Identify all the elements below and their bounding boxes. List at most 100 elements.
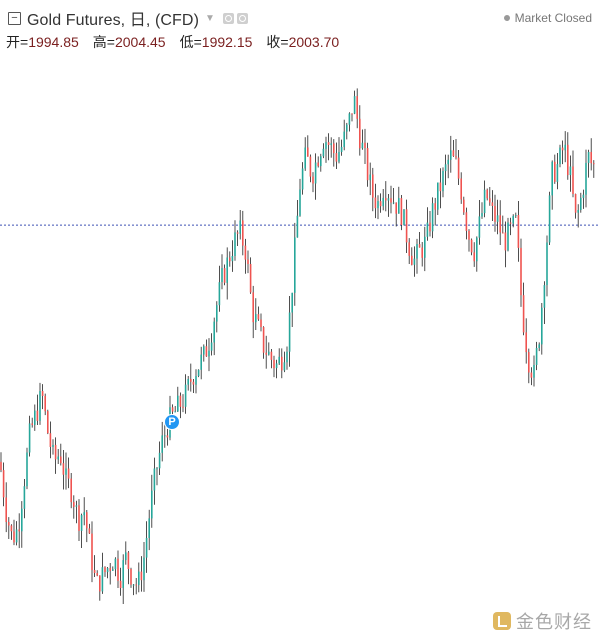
candle xyxy=(192,379,195,393)
candle xyxy=(494,194,496,232)
eye-icon[interactable] xyxy=(222,12,234,24)
candle xyxy=(91,521,93,583)
candle xyxy=(88,523,91,534)
candle xyxy=(509,217,512,236)
candle xyxy=(483,180,486,218)
p-marker-icon[interactable]: P xyxy=(164,414,180,430)
candle xyxy=(473,242,475,267)
candle xyxy=(567,132,569,180)
candle xyxy=(70,473,72,509)
candle xyxy=(132,584,135,596)
candle xyxy=(533,355,535,387)
candle xyxy=(465,207,468,240)
market-status: Market Closed xyxy=(503,11,592,25)
candle xyxy=(143,542,145,592)
collapse-icon[interactable]: − xyxy=(8,11,21,25)
candle xyxy=(364,128,366,164)
candle xyxy=(455,139,457,160)
candle xyxy=(340,139,343,156)
candle xyxy=(239,210,241,240)
candle xyxy=(574,193,577,219)
candle xyxy=(528,348,530,384)
candle xyxy=(52,439,54,455)
candle xyxy=(486,188,488,201)
candle xyxy=(572,150,574,198)
candle xyxy=(512,214,514,228)
candle xyxy=(559,144,561,168)
gear-icon[interactable] xyxy=(236,12,248,24)
candle xyxy=(257,306,260,321)
candle xyxy=(229,251,231,267)
candle xyxy=(416,238,418,274)
candle xyxy=(322,143,325,159)
candle xyxy=(223,264,226,286)
candle xyxy=(288,296,291,367)
candle xyxy=(296,200,299,238)
candle xyxy=(210,333,213,356)
candle xyxy=(476,236,478,272)
candle xyxy=(379,193,382,213)
watermark-text: 金色财经 xyxy=(516,612,592,632)
candle xyxy=(62,450,65,490)
candle xyxy=(127,551,130,585)
watermark-logo-icon xyxy=(493,612,511,630)
candle xyxy=(382,189,384,211)
candle xyxy=(343,119,345,151)
candle xyxy=(333,139,335,167)
candle xyxy=(398,186,400,214)
candle xyxy=(478,200,481,245)
candle xyxy=(236,230,239,246)
candle xyxy=(262,326,265,359)
candle xyxy=(208,338,210,372)
candle xyxy=(44,393,46,416)
candle xyxy=(8,517,10,539)
chevron-down-icon[interactable]: ▼ xyxy=(205,12,215,24)
candle xyxy=(468,229,470,252)
candle xyxy=(213,317,215,356)
candle xyxy=(65,452,67,490)
candle xyxy=(125,541,127,565)
ohlc-low: 低=1992.15 xyxy=(179,34,253,50)
candle xyxy=(496,199,499,235)
candle xyxy=(530,367,533,386)
symbol-title[interactable]: Gold Futures, 日, (CFD) xyxy=(27,12,200,29)
candle xyxy=(41,384,44,410)
candle xyxy=(387,194,390,217)
candle xyxy=(444,154,447,186)
candle xyxy=(587,149,590,178)
candle xyxy=(99,575,101,601)
candle xyxy=(335,142,338,169)
candle xyxy=(221,254,223,290)
candle xyxy=(216,301,218,333)
candle xyxy=(286,346,288,370)
candle xyxy=(535,341,538,371)
candle xyxy=(502,215,504,234)
candle xyxy=(57,449,59,464)
candle xyxy=(330,137,332,158)
candle xyxy=(171,404,174,415)
candle xyxy=(359,105,361,156)
candle xyxy=(374,183,377,219)
candle xyxy=(281,348,283,379)
candle xyxy=(377,195,379,220)
ohlc-high: 高=2004.45 xyxy=(92,34,166,50)
candle xyxy=(452,140,455,157)
candle xyxy=(101,552,104,594)
candle xyxy=(122,554,124,604)
candle xyxy=(411,247,413,266)
candle xyxy=(426,207,429,241)
candle xyxy=(400,195,403,231)
candle xyxy=(265,335,267,369)
candle xyxy=(463,196,465,215)
candle xyxy=(499,200,501,245)
candle xyxy=(317,156,319,168)
candle xyxy=(408,238,410,264)
candle xyxy=(49,421,52,459)
candle xyxy=(431,197,434,239)
candle xyxy=(294,222,296,306)
candle xyxy=(242,210,244,256)
candle xyxy=(564,131,566,163)
candle xyxy=(351,113,353,122)
candle xyxy=(442,167,444,198)
